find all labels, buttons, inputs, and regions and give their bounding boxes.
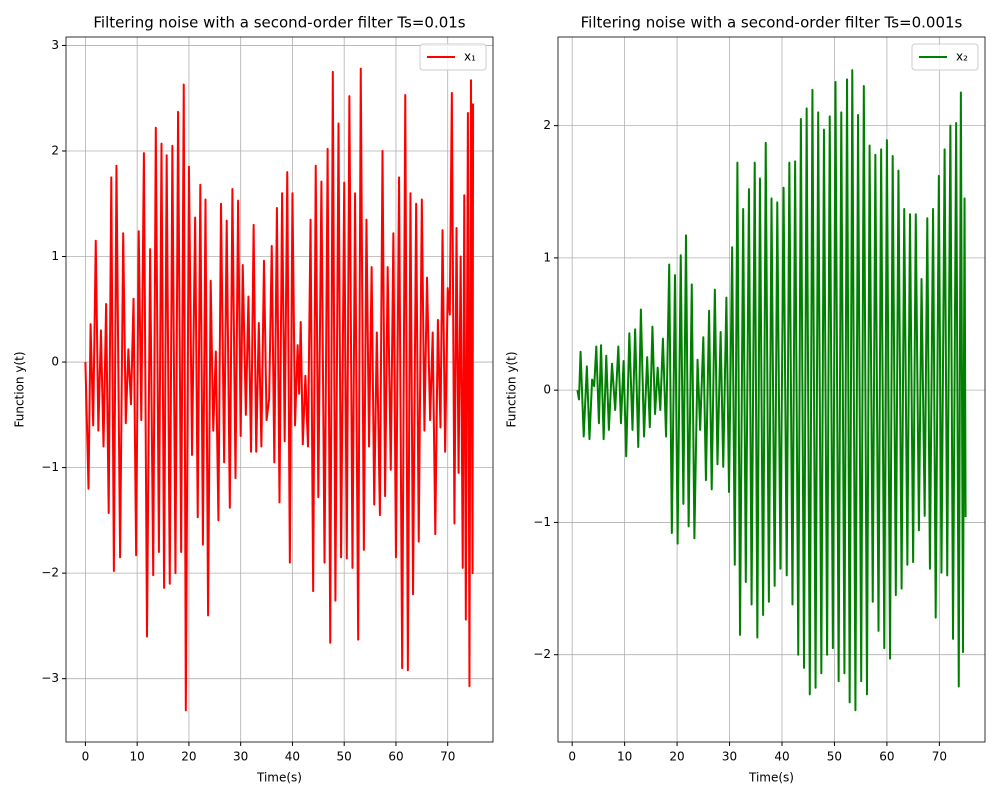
y-tick-label: −1 [533, 515, 551, 529]
x-tick-label: 40 [285, 750, 300, 764]
y-tick-label: 3 [51, 38, 59, 52]
x-tick-label: 30 [233, 750, 248, 764]
x-tick-label: 0 [82, 750, 90, 764]
x-tick-label: 30 [722, 750, 737, 764]
y-tick-label: −3 [41, 671, 59, 685]
y-tick-label: −2 [41, 566, 59, 580]
y-tick-label: 0 [543, 383, 551, 397]
axes-frame [557, 36, 986, 743]
x-axis-label: Time(s) [256, 771, 302, 785]
data-line [84, 67, 475, 712]
x-tick-label: 50 [337, 750, 352, 764]
y-tick-label: 1 [51, 249, 59, 263]
x-tick-label: 70 [932, 750, 947, 764]
x-tick-label: 10 [617, 750, 632, 764]
data-line [576, 69, 967, 712]
x-axis-label: Time(s) [748, 771, 794, 785]
x-tick-label: 50 [827, 750, 842, 764]
y-tick-label: 1 [543, 250, 551, 264]
y-tick-label: 2 [543, 118, 551, 132]
x-tick-label: 0 [568, 750, 576, 764]
chart-title: Filtering noise with a second-order filt… [581, 14, 963, 32]
y-tick-label: 2 [51, 143, 59, 157]
y-axis-label: Function y(t) [505, 351, 519, 427]
x-tick-label: 60 [388, 750, 403, 764]
x-tick-label: 70 [440, 750, 455, 764]
y-axis-label: Function y(t) [13, 351, 27, 427]
legend-label: x₂ [956, 50, 968, 64]
y-tick-label: −2 [533, 647, 551, 661]
chart-title: Filtering noise with a second-order filt… [93, 14, 465, 32]
x-tick-label: 40 [774, 750, 789, 764]
x-tick-label: 60 [879, 750, 894, 764]
x-tick-label: 20 [669, 750, 684, 764]
legend-label: x₁ [464, 50, 476, 64]
axes-frame [65, 36, 494, 743]
y-tick-label: −1 [41, 460, 59, 474]
x-tick-label: 20 [181, 750, 196, 764]
x-tick-label: 10 [130, 750, 145, 764]
y-tick-label: 0 [51, 355, 59, 369]
